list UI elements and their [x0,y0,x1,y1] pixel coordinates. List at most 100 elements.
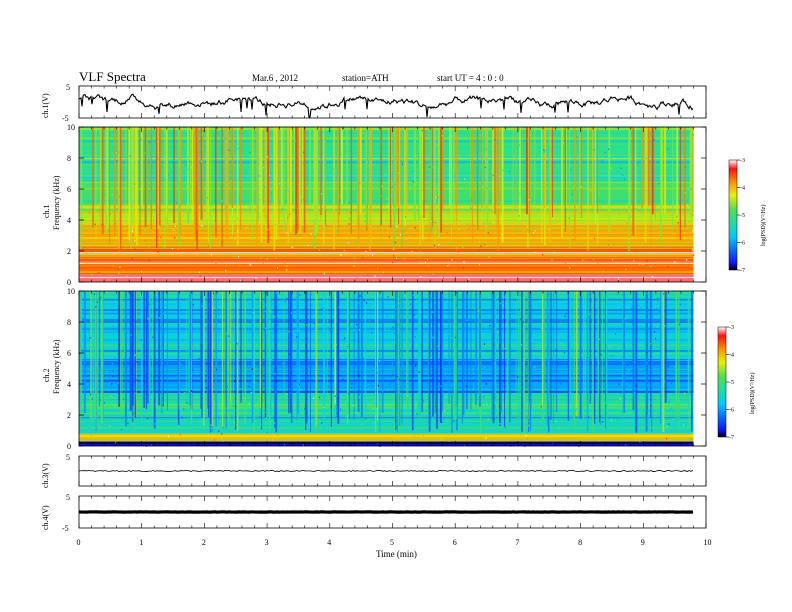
spectral-speckle [103,402,105,404]
spectral-speckle [412,294,414,296]
spectral-speckle [289,388,291,391]
sferic-streak [552,127,553,218]
sferic-streak [632,291,635,411]
sferic-streak [239,127,242,230]
spectral-speckle [168,297,170,300]
spectral-speckle [412,170,414,172]
spectral-speckle [650,384,652,386]
spectral-speckle [102,158,104,161]
spectral-speckle [451,337,453,339]
spectral-speckle [114,143,116,146]
spectral-speckle [198,422,200,424]
sferic-streak [641,127,643,214]
spectral-speckle [167,435,169,438]
spectral-speckle [489,222,491,225]
spectral-speckle [690,188,692,190]
spectral-speckle [551,259,553,261]
spectral-speckle [137,130,139,133]
spectral-speckle [525,139,527,141]
spectral-speckle [215,306,217,309]
spectral-speckle [157,328,159,330]
spectral-speckle [192,368,194,371]
spectral-line [79,439,694,441]
spectrogram-ytick-label: 2 [67,411,71,420]
ch2-spectrogram-ylabel-frequency: Frequency (kHz) [52,339,61,394]
spectral-speckle [173,159,175,162]
spectral-speckle [609,345,611,348]
spectral-speckle [612,133,614,136]
spectral-line [79,145,694,149]
sferic-streak [264,291,267,418]
spectral-speckle [284,443,286,446]
spectrogram-ytick-label: 8 [67,154,71,163]
spectral-speckle [380,195,382,198]
spectral-speckle [221,157,223,160]
spectral-speckle [92,255,94,257]
spectral-speckle [674,366,676,368]
sferic-streak [260,127,261,239]
spectral-speckle [413,279,415,282]
spectral-speckle [599,338,601,341]
spectral-speckle [501,194,503,196]
spectral-speckle [487,231,489,234]
spectral-speckle [274,373,276,375]
spectral-speckle [538,346,540,349]
sferic-streak [678,291,680,429]
spectral-line [79,375,694,377]
spectral-speckle [590,170,592,172]
spectral-speckle [391,173,393,175]
spectral-speckle [537,296,539,298]
spectral-speckle [173,229,175,232]
spectral-speckle [111,173,113,176]
time-tick-label: 9 [641,538,645,547]
spectral-speckle [480,402,482,405]
spectral-speckle [527,420,529,423]
spectral-speckle [361,347,363,350]
spectral-speckle [309,228,311,230]
spectral-speckle [176,202,178,204]
sferic-streak [579,127,581,214]
spectral-speckle [113,405,115,408]
spectral-speckle [497,143,499,145]
spectral-speckle [277,183,279,185]
spectral-speckle [492,174,494,177]
sferic-streak [230,291,232,404]
spectral-speckle [384,163,386,166]
sferic-streak [211,127,213,208]
spectral-speckle [116,159,118,162]
spectral-speckle [126,275,128,278]
spectral-speckle [220,420,222,422]
sferic-streak [315,291,317,428]
sferic-streak [326,291,328,404]
spectral-speckle [379,371,381,373]
time-tick-label: 0 [77,538,81,547]
spectral-line [79,187,694,190]
spectral-speckle [518,128,520,131]
spectral-speckle [618,213,620,215]
spectral-speckle [395,257,397,259]
spectral-speckle [420,261,422,263]
spectral-speckle [360,305,362,307]
spectral-speckle [184,145,186,148]
spectral-speckle [410,397,412,399]
spectral-speckle [428,265,430,267]
spectral-speckle [652,225,654,228]
spectral-speckle [221,437,223,440]
spectral-speckle [306,338,308,340]
sferic-streak [676,127,678,222]
spectral-speckle [392,373,394,376]
spectral-speckle [632,257,634,260]
sferic-streak [287,127,289,244]
spectral-band [79,127,694,182]
spectral-speckle [284,163,286,165]
spectral-speckle [146,231,148,234]
spectral-speckle [462,246,464,248]
spectral-speckle [539,335,541,337]
sferic-streak [417,291,420,412]
sferic-streak [337,291,340,424]
sferic-streak [309,127,311,206]
spectral-line [79,202,694,204]
spectral-speckle [429,137,431,139]
spectral-speckle [364,299,366,302]
colorbar-tick-label: -5 [740,213,745,219]
